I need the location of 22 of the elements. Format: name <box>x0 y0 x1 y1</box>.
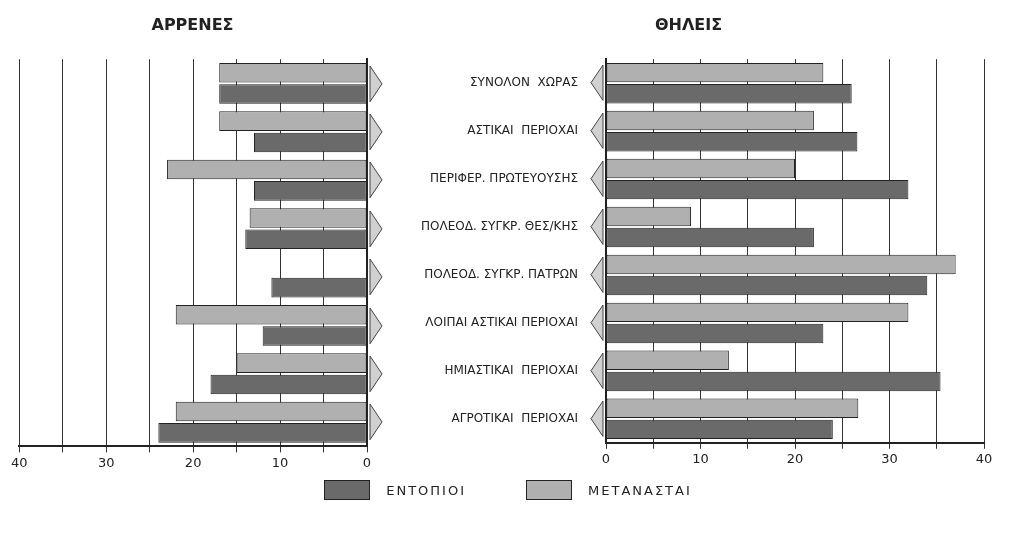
x-tick-label: 30 <box>881 450 898 466</box>
x-tick-label: 10 <box>692 450 709 466</box>
text: ΜΕΤΑΝΑΣΤΑΙ <box>588 482 692 498</box>
x-tick-label: 10 <box>271 454 289 470</box>
x-tick-label: 30 <box>97 454 115 470</box>
x-tick-label: 0 <box>601 450 611 466</box>
x-tick-label: 40 <box>11 454 28 470</box>
y-tick-label: ΠΟΛΕΟΔ. ΣΥΓΚΡ. ΘΕΣ/ΚΗΣ <box>420 219 578 234</box>
chart-title: ΘΗΛΕΙΣ <box>654 14 723 34</box>
y-tick-label: ΑΣΤΙΚΑΙ ΠΕΡΙΟΧΑΙ <box>467 123 578 138</box>
y-tick-label: ΑΓΡΟΤΙΚΑΙ ΠΕΡΙΟΧΑΙ <box>451 410 578 425</box>
y-tick-label: ΣΥΝΟΛΟΝ ΧΩΡΑΣ <box>469 75 578 90</box>
x-tick-label: 40 <box>975 450 993 466</box>
y-tick-label: ΠΕΡΙΦΕΡ. ΠΡΩΤΕΥΟΥΣΗΣ <box>430 171 578 186</box>
x-tick-label: 20 <box>786 450 804 466</box>
chart-title: ΑΡΡΕΝΕΣ <box>151 14 234 34</box>
y-tick-label: ΛΟΙΠΑΙ ΑΣΤΙΚΑΙ ΠΕΡΙΟΧΑΙ <box>425 315 578 330</box>
legend-label: ΕΝΤΟΠΙΟΙ <box>386 482 467 498</box>
y-tick-label: ΠΟΛΕΟΔ. ΣΥΓΚΡ. ΠΑΤΡΩΝ <box>424 267 578 282</box>
x-tick-label: 0 <box>362 454 372 470</box>
y-tick-label: ΗΜΙΑΣΤΙΚΑΙ ΠΕΡΙΟΧΑΙ <box>444 363 578 377</box>
x-tick-label: 20 <box>184 454 202 470</box>
